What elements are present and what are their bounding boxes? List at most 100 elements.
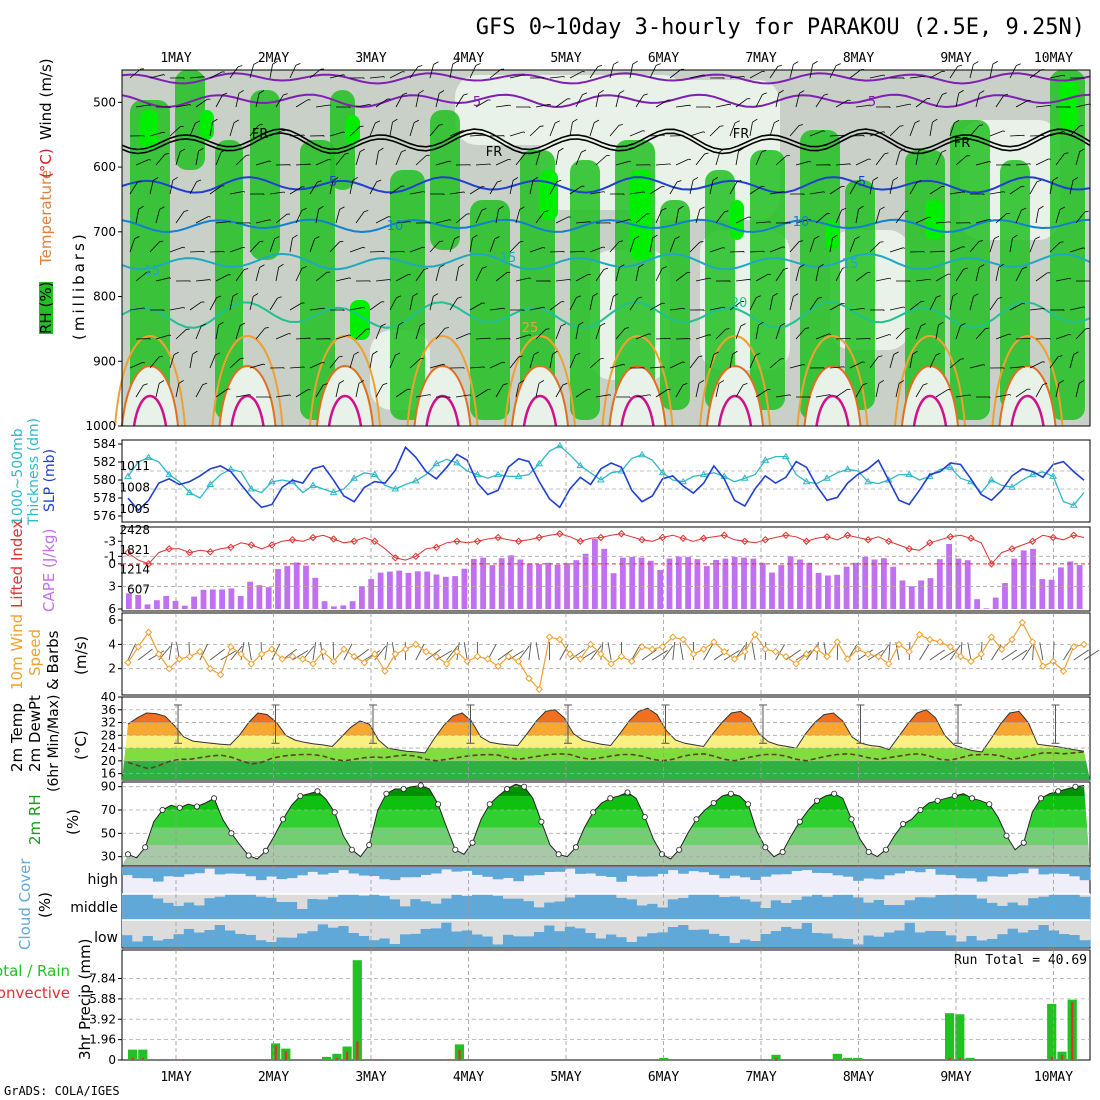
isotherm-15 — [121, 252, 1091, 271]
cloud-cover-cell — [328, 927, 339, 947]
wind-barb — [949, 296, 954, 311]
thickness-axis-label: 1000~500mb — [10, 428, 26, 525]
cloud-clear-cell — [1079, 920, 1091, 941]
bottom-date-label: 9MAY — [940, 1070, 971, 1085]
cloud-cover-cell — [307, 898, 319, 920]
cloud-cover-cell — [750, 867, 761, 880]
thickness-point — [268, 477, 276, 485]
wind-barb — [569, 354, 576, 369]
cloud-cover-cell — [647, 903, 658, 920]
wind-barb — [949, 246, 964, 253]
wind-barb-flag — [243, 191, 245, 193]
wind-barb-flag — [1022, 266, 1028, 269]
bottom-date-label: 1MAY — [160, 1070, 191, 1085]
wind-barb-flag — [183, 307, 185, 309]
lifted-index-point — [823, 533, 831, 541]
wind10-series-line — [127, 621, 1085, 691]
wind-barb-flag — [756, 295, 761, 298]
chart-title: GFS 0~10day 3-hourly for PARAKOU (2.5E, … — [476, 15, 1085, 40]
wind10-barb — [888, 642, 891, 661]
cloud-clear-cell — [194, 920, 205, 933]
cloud-clear-cell — [554, 920, 566, 932]
wind10-point — [833, 638, 841, 646]
wind-barb-flag — [396, 295, 402, 298]
lifted-index-point — [802, 537, 811, 545]
thickness-point — [679, 477, 687, 485]
wind-barb — [155, 209, 160, 224]
wind10-point — [309, 660, 317, 668]
wind10-point — [237, 650, 245, 658]
wind-barb-flag — [969, 394, 971, 397]
wind-barb — [1069, 247, 1084, 253]
wind-barb — [775, 269, 785, 282]
wind-barb — [709, 180, 714, 195]
cape-bar — [759, 562, 766, 609]
cloud-clear-cell — [420, 920, 432, 929]
wind-barb-flag — [1043, 308, 1045, 310]
cloud-clear-cell — [884, 894, 895, 905]
rh2m-point — [1037, 795, 1044, 802]
wind-barb — [415, 269, 425, 282]
wind-barb — [889, 306, 904, 311]
wind-barb-flag — [600, 322, 606, 327]
wind-barb-flag — [683, 308, 685, 310]
wind-barb — [549, 354, 553, 369]
wind10-point — [340, 645, 348, 653]
cloud-cover-cell — [750, 940, 761, 947]
cloud-clear-cell — [410, 894, 421, 900]
wind-barb-flag — [903, 247, 906, 249]
wind-barb-flag — [709, 277, 711, 280]
wind-barb — [329, 180, 334, 195]
cloud-clear-cell — [266, 920, 277, 942]
isotherm-35 — [522, 394, 558, 427]
wind-barb-flag — [158, 380, 165, 384]
cloud-clear-cell — [760, 920, 772, 934]
cape-bar — [489, 565, 496, 609]
isotherm-25 — [406, 335, 479, 427]
cloud-cover-cell — [544, 867, 555, 872]
cloud-cover-cell — [286, 902, 298, 920]
lifted-index-point — [391, 554, 399, 562]
cloud-cover-cell — [657, 907, 669, 920]
wind-barb-flag — [761, 149, 767, 153]
wind-barb — [609, 241, 620, 253]
wind-barb — [675, 384, 684, 398]
cape-tick-label: 607 — [127, 582, 150, 596]
cloud-cover-cell — [884, 904, 895, 920]
wind-barb — [509, 131, 524, 137]
cloud-cover-cell — [183, 902, 195, 920]
wind-barb-flag — [724, 210, 729, 213]
wind-barb — [735, 384, 744, 398]
wind-barb — [429, 363, 444, 369]
y-tick-label: 3.92 — [89, 1012, 116, 1026]
wind10-point — [710, 638, 718, 646]
thickness-point — [823, 474, 831, 481]
rh2m-point — [710, 800, 717, 807]
rh2m-point — [262, 847, 269, 854]
wind-barb — [875, 209, 881, 224]
cloud-cover-cell — [812, 932, 823, 947]
wind10-barb — [148, 650, 165, 661]
rh2m-point — [624, 789, 631, 796]
rh2m-point — [727, 790, 734, 797]
wind-barb-flag — [449, 160, 452, 163]
cloud-cover-cell — [791, 867, 803, 871]
rh2m-point — [366, 842, 373, 849]
wind-barb — [315, 384, 324, 398]
wind-barb-flag — [862, 382, 868, 386]
wind-barb — [1069, 306, 1084, 311]
cloud-cover-cell — [163, 867, 174, 877]
wind-barb-flag — [148, 159, 151, 161]
wind-barb-flag — [699, 206, 705, 210]
wind-barb-flag — [439, 90, 445, 94]
cloud-cover-cell — [739, 899, 751, 920]
wind-barb — [235, 394, 250, 398]
wind-barb — [295, 99, 309, 108]
wind-barb-flag — [221, 149, 227, 153]
wind-barb — [149, 241, 160, 253]
wind10-point — [915, 630, 924, 639]
wind10-point — [761, 645, 770, 653]
y-tick-label: -1 — [104, 549, 116, 563]
wind-barb-flag — [997, 296, 1003, 299]
cloud-cover-cell — [770, 900, 782, 920]
